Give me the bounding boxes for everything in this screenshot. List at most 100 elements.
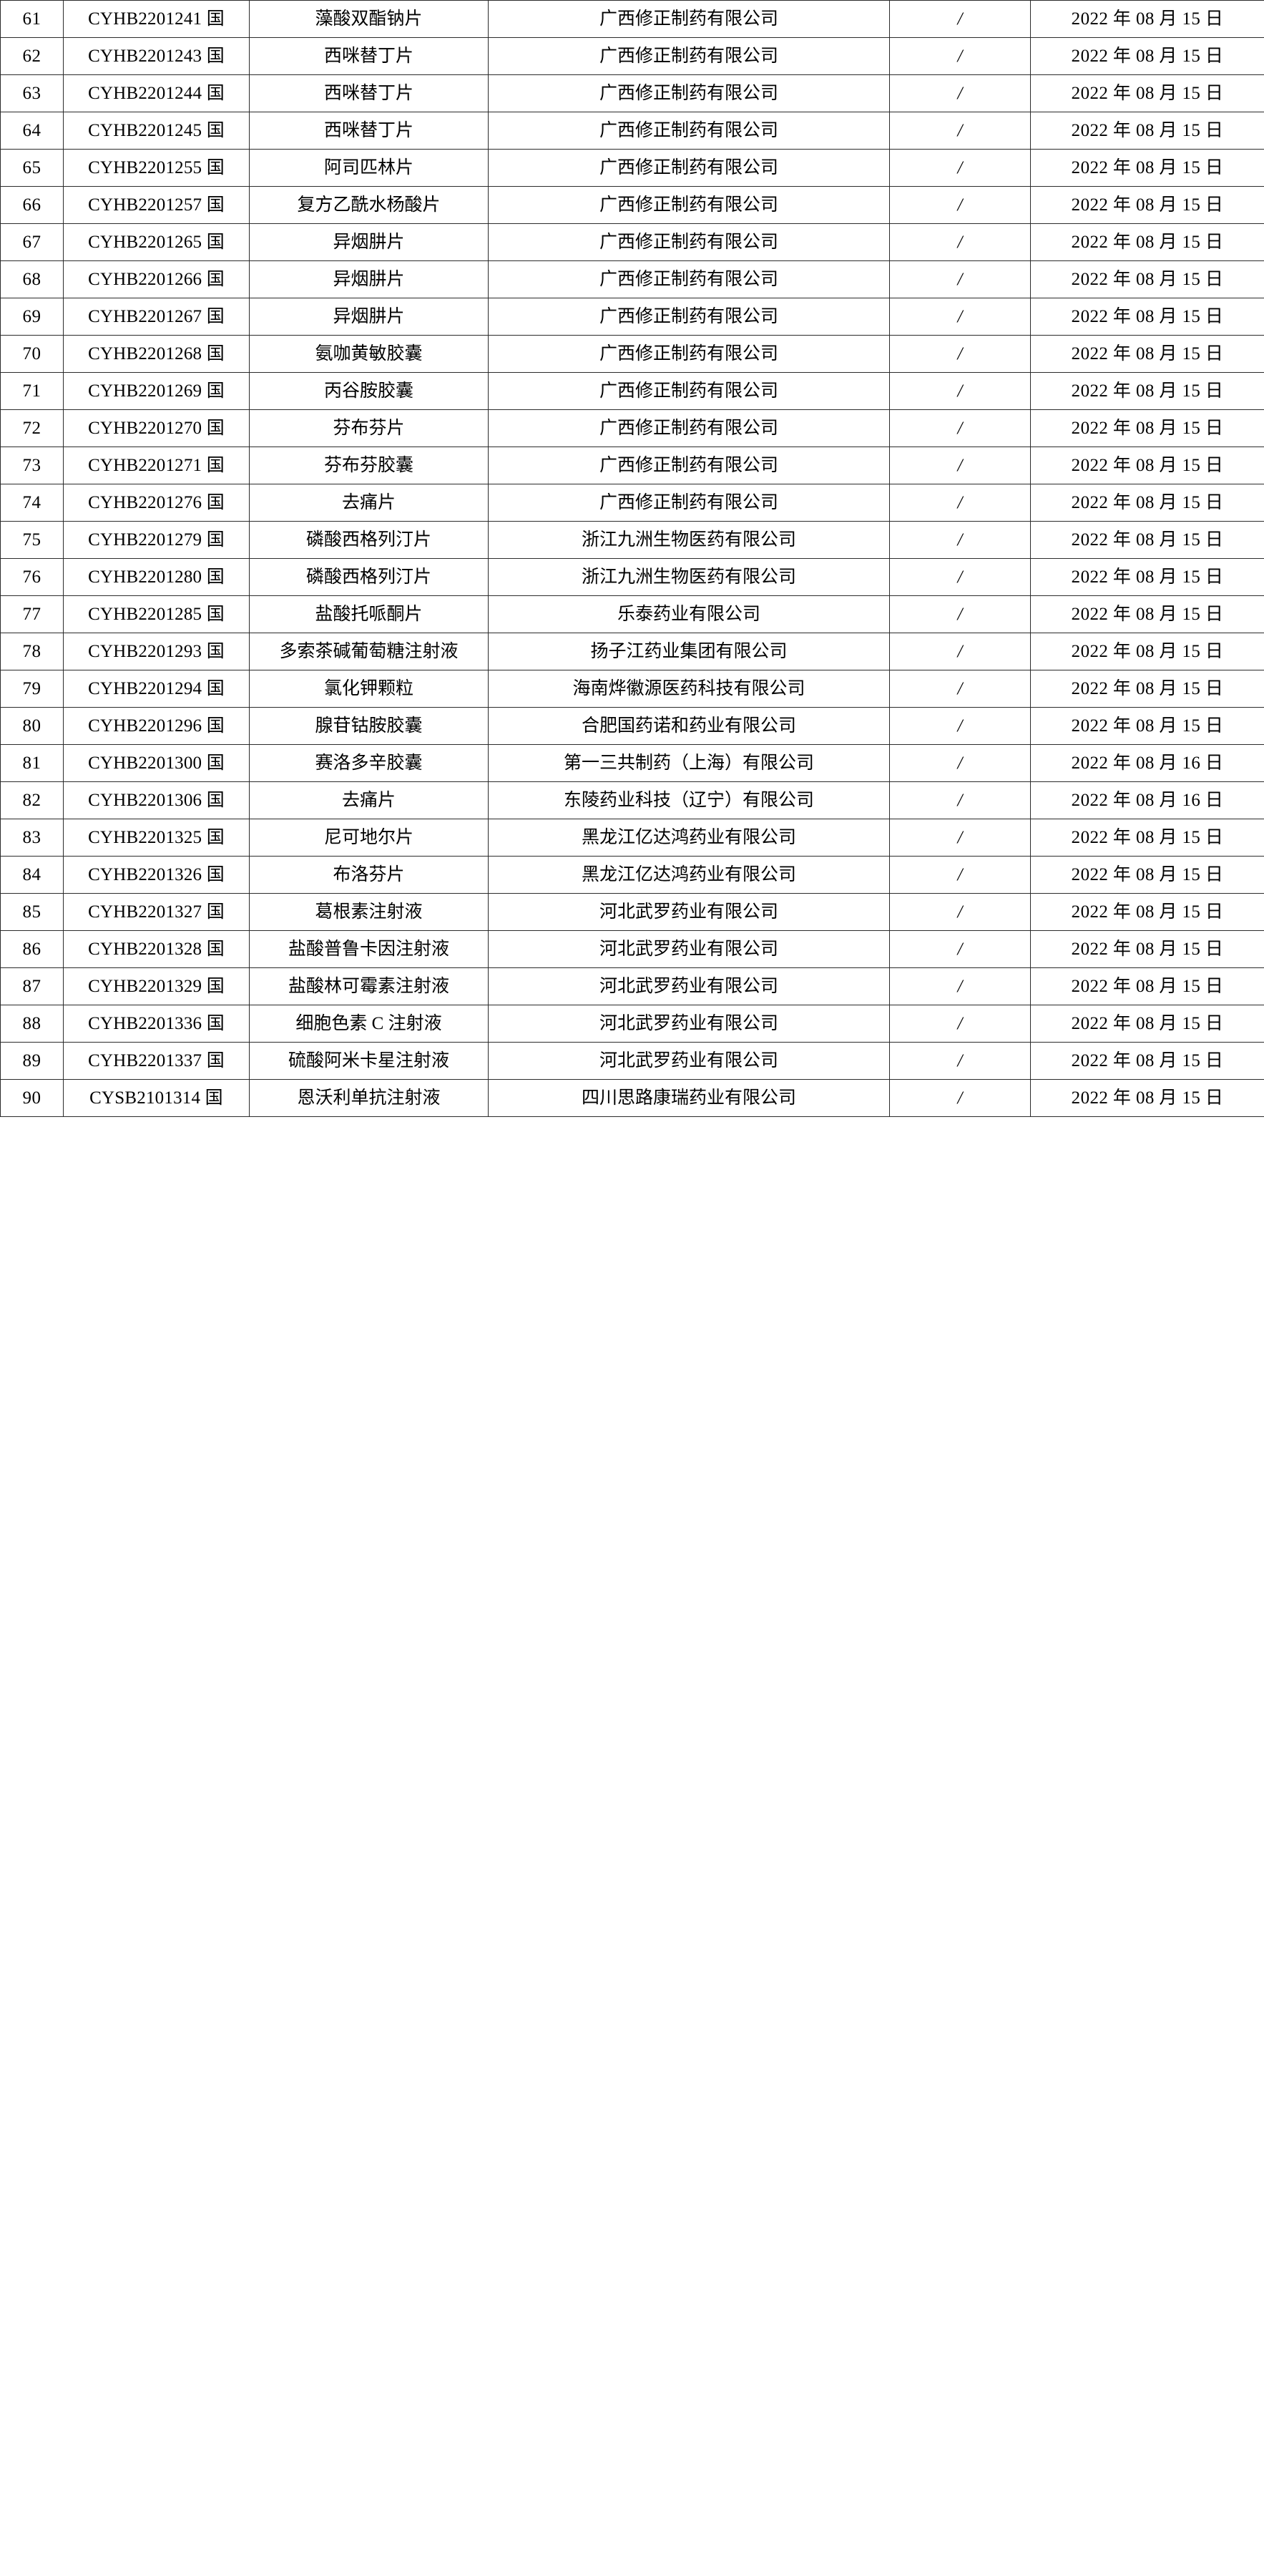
cell-serial-number: 76 [0,558,64,596]
cell-applicant-company: 河北武罗药业有限公司 [488,1005,890,1043]
cell-remark: / [889,260,1031,298]
cell-drug-name: 尼可地尔片 [249,819,489,857]
cell-approval-date: 2022 年 08 月 15 日 [1030,1079,1264,1117]
cell-applicant-company: 黑龙江亿达鸿药业有限公司 [488,819,890,857]
cell-applicant-company: 浙江九洲生物医药有限公司 [488,558,890,596]
cell-applicant-company: 海南烨徽源医药科技有限公司 [488,670,890,708]
cell-applicant-company: 东陵药业科技（辽宁）有限公司 [488,781,890,819]
cell-serial-number: 75 [0,521,64,559]
cell-applicant-company: 广西修正制药有限公司 [488,0,890,38]
cell-drug-name: 腺苷钴胺胶囊 [249,707,489,745]
cell-serial-number: 62 [0,37,64,75]
cell-acceptance-number: CYHB2201266 国 [63,260,250,298]
cell-drug-name: 恩沃利单抗注射液 [249,1079,489,1117]
table-row: 87 CYHB2201329 国盐酸林可霉素注射液 河北武罗药业有限公司/2022 … [0,967,1264,1005]
cell-remark: / [889,223,1031,261]
cell-acceptance-number: CYSB2101314 国 [63,1079,250,1117]
cell-approval-date: 2022 年 08 月 15 日 [1030,930,1264,968]
cell-serial-number: 81 [0,744,64,782]
cell-serial-number: 66 [0,186,64,224]
table-row: 90 CYSB2101314 国恩沃利单抗注射液 四川思路康瑞药业有限公司/2022… [0,1079,1264,1117]
cell-applicant-company: 广西修正制药有限公司 [488,335,890,373]
cell-approval-date: 2022 年 08 月 15 日 [1030,1042,1264,1080]
cell-serial-number: 72 [0,409,64,447]
cell-remark: / [889,484,1031,522]
cell-remark: / [889,521,1031,559]
cell-serial-number: 82 [0,781,64,819]
cell-approval-date: 2022 年 08 月 15 日 [1030,260,1264,298]
cell-drug-name: 西咪替丁片 [249,112,489,150]
cell-drug-name: 氯化钾颗粒 [249,670,489,708]
cell-acceptance-number: CYHB2201329 国 [63,967,250,1005]
cell-remark: / [889,893,1031,931]
cell-acceptance-number: CYHB2201243 国 [63,37,250,75]
cell-approval-date: 2022 年 08 月 15 日 [1030,893,1264,931]
cell-approval-date: 2022 年 08 月 15 日 [1030,186,1264,224]
cell-serial-number: 61 [0,0,64,38]
table-row: 86 CYHB2201328 国盐酸普鲁卡因注射液 河北武罗药业有限公司/2022 … [0,930,1264,968]
cell-applicant-company: 四川思路康瑞药业有限公司 [488,1079,890,1117]
table-row: 82 CYHB2201306 国去痛片 东陵药业科技（辽宁）有限公司/2022 年 … [0,781,1264,819]
cell-acceptance-number: CYHB2201337 国 [63,1042,250,1080]
cell-drug-name: 阿司匹林片 [249,149,489,187]
table-row: 80 CYHB2201296 国腺苷钴胺胶囊 合肥国药诺和药业有限公司/2022 年… [0,707,1264,745]
table-row: 68 CYHB2201266 国异烟肼片 广西修正制药有限公司/2022 年 08 … [0,260,1264,298]
cell-serial-number: 74 [0,484,64,522]
cell-applicant-company: 第一三共制药（上海）有限公司 [488,744,890,782]
cell-remark: / [889,37,1031,75]
cell-applicant-company: 广西修正制药有限公司 [488,223,890,261]
cell-remark: / [889,335,1031,373]
cell-acceptance-number: CYHB2201245 国 [63,112,250,150]
cell-acceptance-number: CYHB2201269 国 [63,372,250,410]
cell-approval-date: 2022 年 08 月 15 日 [1030,149,1264,187]
cell-serial-number: 90 [0,1079,64,1117]
cell-acceptance-number: CYHB2201326 国 [63,856,250,894]
cell-remark: / [889,967,1031,1005]
cell-approval-date: 2022 年 08 月 15 日 [1030,298,1264,336]
cell-applicant-company: 浙江九洲生物医药有限公司 [488,521,890,559]
table-row: 89 CYHB2201337 国硫酸阿米卡星注射液 河北武罗药业有限公司/2022 … [0,1042,1264,1080]
cell-acceptance-number: CYHB2201268 国 [63,335,250,373]
cell-drug-name: 盐酸托哌酮片 [249,595,489,633]
cell-approval-date: 2022 年 08 月 16 日 [1030,781,1264,819]
cell-approval-date: 2022 年 08 月 15 日 [1030,37,1264,75]
cell-drug-name: 芬布芬胶囊 [249,447,489,484]
cell-remark: / [889,447,1031,484]
table-row: 65 CYHB2201255 国阿司匹林片 广西修正制药有限公司/2022 年 08… [0,149,1264,187]
cell-applicant-company: 河北武罗药业有限公司 [488,930,890,968]
cell-remark: / [889,1005,1031,1043]
cell-remark: / [889,633,1031,670]
table-row: 69 CYHB2201267 国异烟肼片 广西修正制药有限公司/2022 年 08 … [0,298,1264,336]
cell-applicant-company: 广西修正制药有限公司 [488,298,890,336]
cell-acceptance-number: CYHB2201336 国 [63,1005,250,1043]
cell-drug-name: 去痛片 [249,781,489,819]
cell-remark: / [889,707,1031,745]
cell-drug-name: 西咪替丁片 [249,37,489,75]
cell-approval-date: 2022 年 08 月 15 日 [1030,521,1264,559]
cell-approval-date: 2022 年 08 月 15 日 [1030,372,1264,410]
cell-acceptance-number: CYHB2201267 国 [63,298,250,336]
cell-approval-date: 2022 年 08 月 15 日 [1030,558,1264,596]
cell-remark: / [889,186,1031,224]
cell-serial-number: 85 [0,893,64,931]
cell-acceptance-number: CYHB2201294 国 [63,670,250,708]
cell-serial-number: 83 [0,819,64,857]
cell-serial-number: 67 [0,223,64,261]
cell-serial-number: 87 [0,967,64,1005]
table-row: 61 CYHB2201241 国藻酸双酯钠片 广西修正制药有限公司/2022 年 0… [0,0,1264,38]
cell-serial-number: 69 [0,298,64,336]
cell-remark: / [889,1079,1031,1117]
cell-remark: / [889,112,1031,150]
cell-remark: / [889,298,1031,336]
cell-drug-name: 磷酸西格列汀片 [249,521,489,559]
table-row: 64 CYHB2201245 国西咪替丁片 广西修正制药有限公司/2022 年 08… [0,112,1264,150]
cell-acceptance-number: CYHB2201279 国 [63,521,250,559]
table-row: 76 CYHB2201280 国磷酸西格列汀片 浙江九洲生物医药有限公司/2022 … [0,558,1264,596]
table-row: 77 CYHB2201285 国盐酸托哌酮片 乐泰药业有限公司/2022 年 08 … [0,595,1264,633]
cell-drug-name: 盐酸普鲁卡因注射液 [249,930,489,968]
cell-acceptance-number: CYHB2201271 国 [63,447,250,484]
cell-applicant-company: 乐泰药业有限公司 [488,595,890,633]
cell-remark: / [889,74,1031,112]
cell-serial-number: 70 [0,335,64,373]
cell-acceptance-number: CYHB2201293 国 [63,633,250,670]
